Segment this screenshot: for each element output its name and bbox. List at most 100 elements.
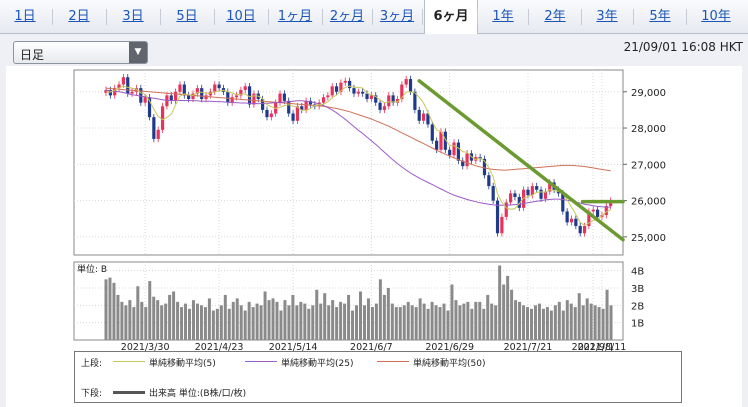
candle-body [439, 131, 443, 150]
tab-4[interactable]: 10日 [226, 9, 256, 24]
tab-1[interactable]: 2日 [68, 9, 90, 24]
tab-12[interactable]: 5年 [649, 9, 671, 24]
candle-body [156, 129, 160, 139]
tab-7[interactable]: 3ヶ月 [379, 9, 415, 24]
price-tick-label: 27,000 [631, 160, 666, 171]
period-tab-bar: 1日 2日 3日 5日 10日 1ヶ月 2ヶ月 3ヶ月 6ヶ月 1年 2年 3年 5年 10年 [0, 0, 748, 34]
candle-body [326, 95, 330, 98]
candle-body [134, 88, 139, 92]
candle-body [500, 216, 504, 234]
candle-body [130, 91, 134, 94]
candle-body [569, 218, 574, 223]
volume-bar [406, 301, 410, 340]
chevron-down-icon: ▼ [129, 42, 147, 63]
volume-bar [255, 303, 259, 340]
legend-volume: 出来高 単位:(B株/口/枚) [149, 389, 247, 399]
volume-bar [124, 305, 128, 340]
volume-bar [191, 300, 195, 340]
volume-bar [247, 301, 251, 340]
tab-5[interactable]: 1ヶ月 [277, 9, 313, 24]
volume-tick-label: 4B [631, 267, 644, 278]
candle-body [178, 84, 182, 92]
volume-bar [267, 300, 271, 340]
tab-separator [372, 9, 373, 25]
candle-body [252, 93, 256, 105]
tab-separator [528, 9, 529, 25]
candle-body [239, 89, 243, 96]
candle-body [522, 189, 526, 208]
candle-body [174, 91, 178, 101]
volume-bar [486, 294, 490, 340]
volume-bar [227, 308, 231, 340]
tab-3[interactable]: 5日 [176, 9, 198, 24]
volume-bar [315, 289, 319, 340]
volume-bar [366, 298, 370, 340]
volume-bar [430, 301, 434, 340]
volume-bar [160, 305, 164, 340]
candle-body [139, 88, 143, 103]
candle-body [152, 117, 156, 139]
volume-bar [386, 288, 390, 340]
volume-bar [176, 301, 180, 340]
tab-separator [581, 9, 582, 25]
volume-bar [398, 307, 402, 340]
volume-bar [605, 289, 609, 340]
candle-body [330, 86, 334, 96]
candle-body [526, 189, 530, 196]
candle-body [395, 99, 400, 103]
volume-bar [203, 307, 207, 340]
volume-bar [331, 300, 335, 340]
candle-body [426, 113, 430, 125]
legend-lower-label: 下段: [81, 389, 103, 399]
volume-bar [172, 291, 176, 340]
candle-period-select[interactable]: 日足 ▼ [13, 41, 148, 64]
volume-bar [522, 305, 526, 340]
volume-bar [259, 305, 263, 340]
volume-bar [565, 300, 569, 340]
volume-bar [279, 310, 283, 340]
candle-body [117, 84, 121, 89]
candle-body [356, 91, 360, 94]
volume-bar [239, 305, 243, 340]
candle-body [587, 211, 591, 226]
volume-bar [442, 303, 446, 340]
volume-bar [601, 308, 605, 340]
tab-11[interactable]: 3年 [596, 9, 618, 24]
tab-10[interactable]: 2年 [544, 9, 566, 24]
candle-body [491, 186, 495, 201]
candle-body [452, 142, 456, 156]
tab-0[interactable]: 1日 [14, 9, 36, 24]
legend-volume-swatch [113, 391, 145, 394]
tab-9[interactable]: 1年 [492, 9, 514, 24]
candle-body [582, 225, 587, 234]
candle-body [517, 196, 521, 208]
volume-bar [188, 308, 192, 340]
tab-8[interactable]: 6ヶ月 [424, 0, 478, 34]
volume-bar [545, 307, 549, 340]
candle-body [147, 97, 152, 118]
volume-bar [347, 294, 351, 340]
volume-bar [514, 300, 518, 340]
volume-bar [207, 298, 211, 340]
candle-body [282, 93, 286, 101]
candle-body [387, 95, 391, 107]
volume-bar [450, 284, 454, 340]
candle-body [291, 113, 295, 121]
candle-body [530, 186, 534, 196]
volume-bar [402, 305, 406, 340]
candle-body [191, 93, 195, 100]
tab-2[interactable]: 3日 [122, 9, 144, 24]
volume-bar [577, 293, 581, 340]
tab-13[interactable]: 10年 [701, 9, 731, 24]
volume-bar [327, 305, 331, 340]
candle-body [378, 102, 382, 110]
candle-body [504, 202, 508, 217]
volume-bar [271, 298, 275, 340]
volume-bar [589, 303, 593, 340]
legend-ma5-swatch [113, 361, 145, 362]
tab-6[interactable]: 2ヶ月 [329, 9, 365, 24]
volume-bar [251, 307, 255, 340]
candle-body [217, 84, 221, 89]
volume-bar [108, 277, 112, 340]
candle-body [604, 206, 608, 216]
